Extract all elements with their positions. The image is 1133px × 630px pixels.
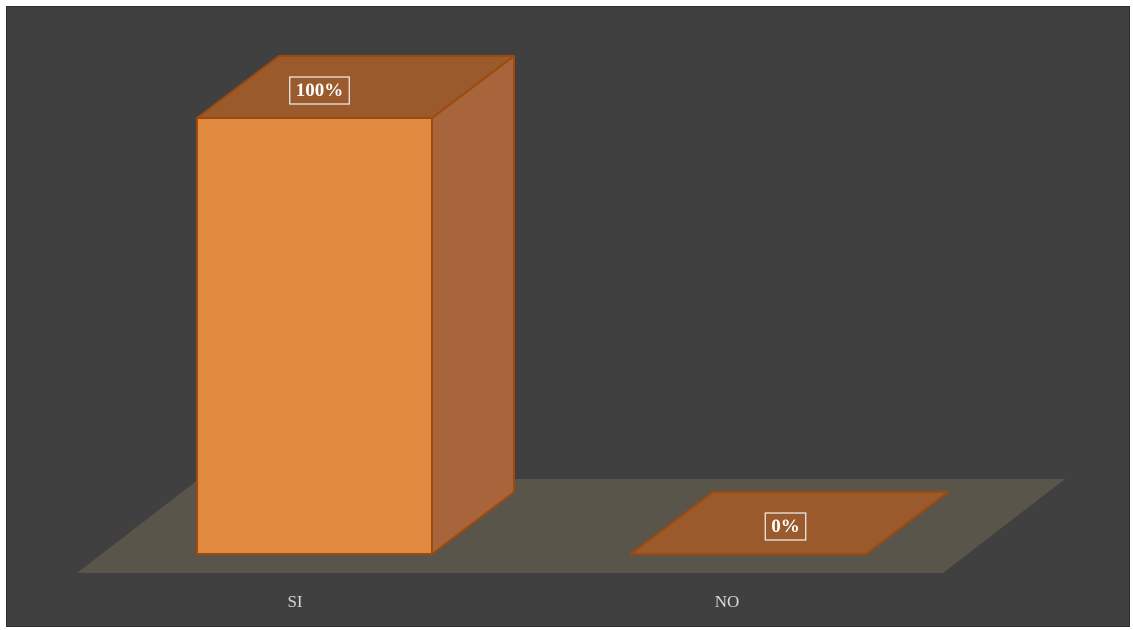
category-label-no: NO	[715, 592, 740, 611]
bars-layer	[196, 55, 949, 555]
data-label-no: 0%	[764, 512, 807, 541]
chart-plot: 100% 0% SI NO	[77, 55, 1065, 611]
bar-no	[630, 491, 949, 555]
category-axis: SI NO	[287, 592, 739, 611]
bar-top-face	[630, 491, 949, 555]
data-label-box	[289, 76, 350, 105]
bar-side-face	[431, 55, 515, 555]
bar-front-face	[196, 117, 433, 555]
data-label-text: 100%	[296, 80, 344, 101]
bar-si	[196, 55, 515, 555]
data-label-text: 0%	[771, 516, 800, 537]
data-label-si: 100%	[289, 76, 350, 105]
data-label-box	[764, 512, 807, 541]
chart-area: 100% 0% SI NO	[6, 6, 1130, 627]
data-labels-layer: 100% 0%	[289, 76, 807, 541]
bar-top-face	[196, 55, 515, 119]
category-label-si: SI	[287, 592, 302, 611]
